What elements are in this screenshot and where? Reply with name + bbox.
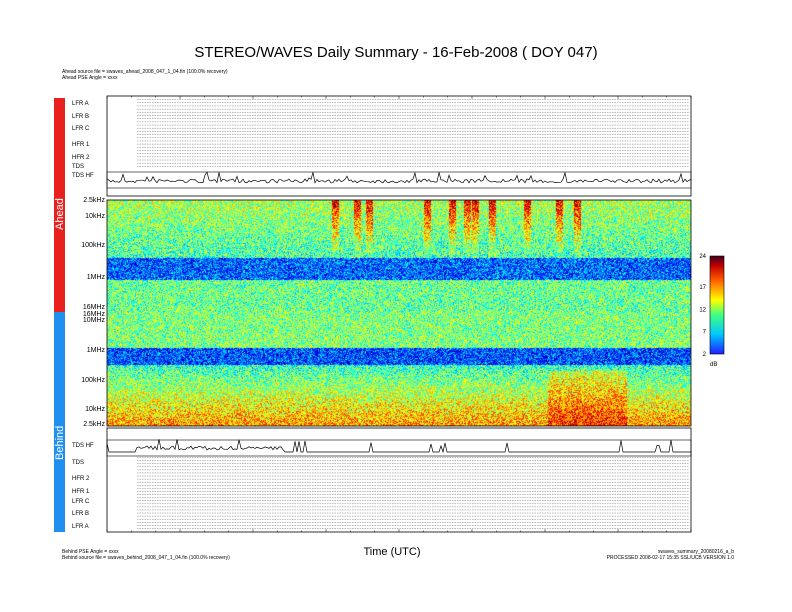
spectrogram bbox=[107, 200, 691, 426]
footer-file: swaves_summary_20080216_a_b bbox=[657, 549, 734, 555]
freq-tick-label: 100kHz bbox=[81, 377, 105, 384]
freq-tick-label: 16MHz bbox=[83, 304, 106, 311]
behind-row-label: LFR C bbox=[72, 499, 90, 505]
behind-tds-frame bbox=[106, 439, 692, 457]
colorbar-tick-label: 24 bbox=[699, 254, 706, 260]
freq-tick-label: 1MHz bbox=[87, 274, 106, 281]
freq-tick-label: 100kHz bbox=[81, 242, 105, 249]
colorbar-tick-label: 17 bbox=[699, 285, 706, 291]
ahead-side-bar bbox=[54, 98, 65, 312]
footer-info: PROCESSED 2008-02-17 15:35 SSL/UCB VERSI… bbox=[606, 555, 734, 561]
behind-strip-frame bbox=[106, 427, 692, 533]
freq-tick-label: 16MHz bbox=[83, 311, 106, 318]
behind-row-label: TDS bbox=[72, 460, 84, 466]
ahead-tds-frame bbox=[106, 171, 692, 189]
colorbar bbox=[709, 255, 725, 355]
freq-tick-label: 10kHz bbox=[85, 213, 105, 220]
chart-title: STEREO/WAVES Daily Summary - 16-Feb-2008… bbox=[194, 44, 598, 61]
colorbar-unit: dB bbox=[710, 362, 717, 368]
behind-source-file: Behind source file = swaves_behind_2008_… bbox=[62, 555, 230, 561]
ahead-pse-angle: Ahead PSE Angle = xxxx bbox=[62, 75, 118, 81]
behind-row-label: TDS HF bbox=[72, 443, 94, 449]
behind-row-label: HFR 1 bbox=[72, 489, 90, 495]
ahead-row-label: LFR A bbox=[72, 101, 89, 107]
spectrogram-frame bbox=[106, 199, 692, 427]
behind-row-label: HFR 2 bbox=[72, 476, 90, 482]
freq-tick-label: 10kHz bbox=[85, 406, 105, 413]
ahead-row-label: TDS HF bbox=[72, 173, 94, 179]
ahead-row-label: HFR 2 bbox=[72, 155, 90, 161]
ahead-row-label: TDS bbox=[72, 164, 84, 170]
freq-tick-label: 2.5kHz bbox=[83, 421, 105, 428]
colorbar-tick-label: 2 bbox=[703, 352, 707, 358]
ahead-source-file: Ahead source file = swaves_ahead_2008_04… bbox=[62, 69, 228, 75]
behind-pse-angle: Behind PSE Angle = xxxx bbox=[62, 549, 119, 555]
colorbar-tick-label: 12 bbox=[699, 307, 706, 313]
behind-side-bar bbox=[54, 312, 65, 532]
x-axis-label: Time (UTC) bbox=[363, 546, 421, 558]
freq-tick-label: 1MHz bbox=[87, 347, 106, 354]
ahead-row-label: LFR C bbox=[72, 126, 90, 132]
behind-row-label: LFR B bbox=[72, 511, 90, 517]
freq-tick-label: 10MHz bbox=[83, 317, 106, 324]
colorbar-tick-label: 7 bbox=[703, 330, 707, 336]
behind-row-label: LFR A bbox=[72, 524, 89, 530]
ahead-row-label: LFR B bbox=[72, 114, 90, 120]
ahead-row-label: HFR 1 bbox=[72, 142, 90, 148]
ahead-tds-line bbox=[106, 171, 692, 184]
freq-tick-label: 2.5kHz bbox=[83, 197, 105, 204]
behind-tds-line bbox=[106, 439, 691, 454]
ahead-strip-frame bbox=[106, 95, 692, 197]
